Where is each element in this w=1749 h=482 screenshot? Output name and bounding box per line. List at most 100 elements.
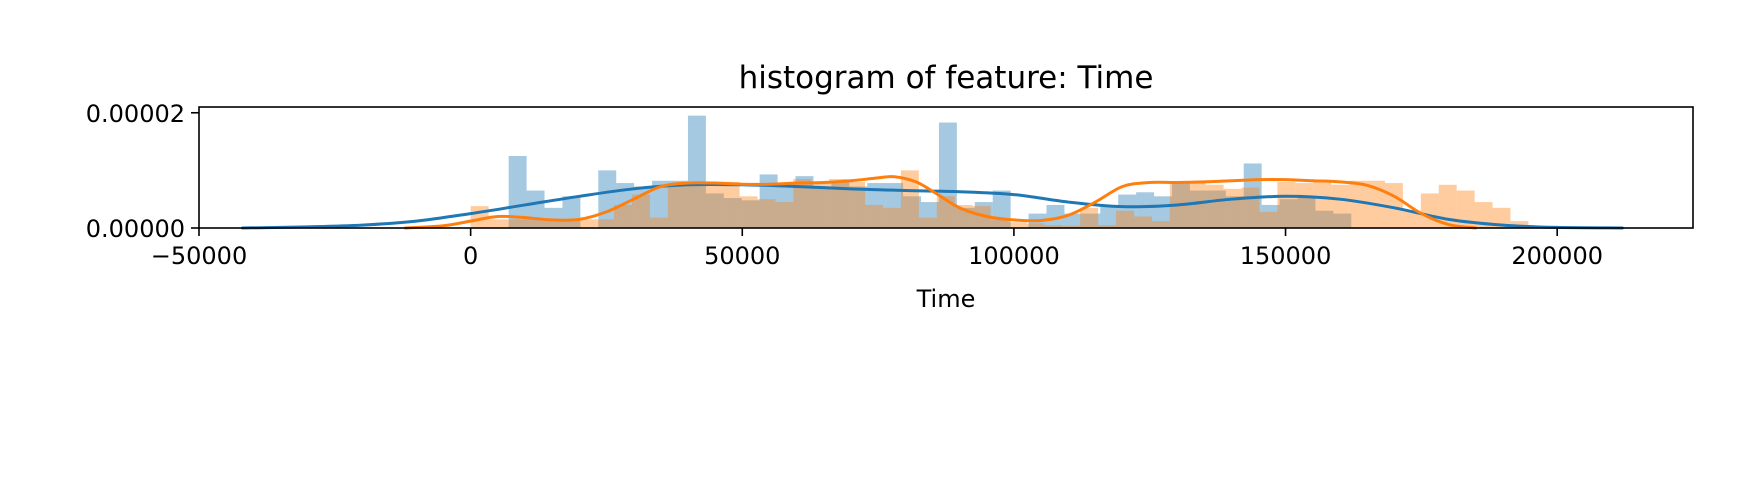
histogram-bar [777,183,796,228]
histogram-bar [1241,187,1260,228]
histogram-bar [1420,193,1439,228]
histogram-bar [508,155,527,228]
histogram-bar [885,183,904,228]
x-tick-label: 100000 [968,242,1060,270]
chart-title: histogram of feature: Time [739,60,1154,96]
histogram-bar [1297,196,1316,228]
histogram-bar [542,219,561,228]
histogram-bar [649,217,668,228]
histogram-bar [1456,190,1475,228]
histogram-bar [1151,221,1170,228]
histogram-bar [1026,223,1045,228]
histogram-bar [1044,225,1063,228]
histogram-bar [685,181,704,228]
histogram-bar [578,219,597,228]
plot-frame [198,106,1694,229]
histogram-bar [865,204,883,228]
histogram-bar [847,181,866,228]
histogram-bar [598,170,617,228]
histogram-bar [1136,192,1155,228]
histogram-bar [488,219,507,228]
y-tick-label: 0.00000 [86,215,185,243]
histogram-bar [524,219,543,228]
histogram-bar [721,181,740,228]
x-tick-label: 50000 [704,242,780,270]
histogram-bar [903,196,922,228]
histogram-bar [867,183,886,228]
histogram-bar [793,179,812,228]
histogram-bar [1116,210,1134,228]
x-tick-label: 200000 [1511,242,1603,270]
x-tick-label: 150000 [1240,242,1332,270]
histogram-bar [739,196,758,228]
histogram-bar [1474,202,1493,228]
y-axis: 0.00000 0.00002 [86,100,199,243]
histogram-bar [1062,225,1081,228]
histogram-bar [1098,225,1117,228]
histogram-bar [1402,210,1421,228]
histogram-bar [1187,181,1206,228]
histogram-bar [831,181,850,228]
histogram-bar [703,181,722,228]
histogram-bar [813,186,832,228]
histogram-bar [972,206,991,228]
histogram-bar [616,183,635,228]
histogram-bar [1279,199,1298,228]
histogram-bar [544,207,563,228]
histogram-bar [1064,213,1083,228]
kde-line-1 [403,175,1478,230]
histogram-bar [1080,207,1099,228]
histogram-bar [829,179,848,228]
histogram-bar [1349,180,1368,228]
histogram-bar [900,170,919,228]
histogram-bar [1225,196,1244,228]
histogram-bar [652,180,671,228]
histogram-bar [705,193,724,228]
y-tick-label: 0.00002 [86,100,185,128]
histogram-bar [1315,210,1334,228]
histogram-bar [1277,181,1296,228]
histogram-bar [1333,213,1352,228]
histogram-bar [741,200,760,228]
x-tick-label: −50000 [151,242,247,270]
histogram-bar [723,198,742,228]
histogram-bar [938,122,957,228]
histogram-bar [614,204,632,228]
histogram-bar [631,194,650,228]
histogram-bar [1261,204,1280,228]
histogram-bar [1008,222,1027,228]
histogram-bar [1510,221,1529,228]
histogram-bar [667,184,686,228]
histogram-bar [506,219,525,228]
histogram-bar [1295,183,1314,228]
histogram-bar [1492,207,1511,228]
histogram-bar [1082,213,1101,228]
histogram-bar [849,186,868,228]
x-tick-label: 0 [463,242,478,270]
histogram-bar [1189,190,1208,228]
histogram-bar [687,115,706,228]
histogram-bar [759,174,778,228]
histogram-bar [795,176,814,228]
x-axis: −50000 0 50000 100000 150000 200000 [151,228,1603,270]
histogram-bar [1331,184,1350,228]
histogram-bar [918,217,937,228]
histogram-bars-0 [508,115,1352,228]
histogram-bar [1100,204,1119,228]
histogram-bar [1046,204,1065,228]
histogram-bar [560,219,579,228]
histogram-bar [1313,181,1332,228]
histogram-bar [1118,194,1137,228]
histogram-bar [670,180,688,228]
histogram-bar [1259,211,1278,228]
histogram-bar [775,202,794,228]
histogram-bar [1223,188,1242,228]
plot-area [240,115,1624,230]
histogram-bar [757,199,776,228]
histogram-bar [1205,184,1224,228]
histogram-bar [990,219,1009,228]
histogram-bar [596,219,615,228]
histogram-bar [1133,216,1152,228]
histogram-bar [811,181,830,228]
